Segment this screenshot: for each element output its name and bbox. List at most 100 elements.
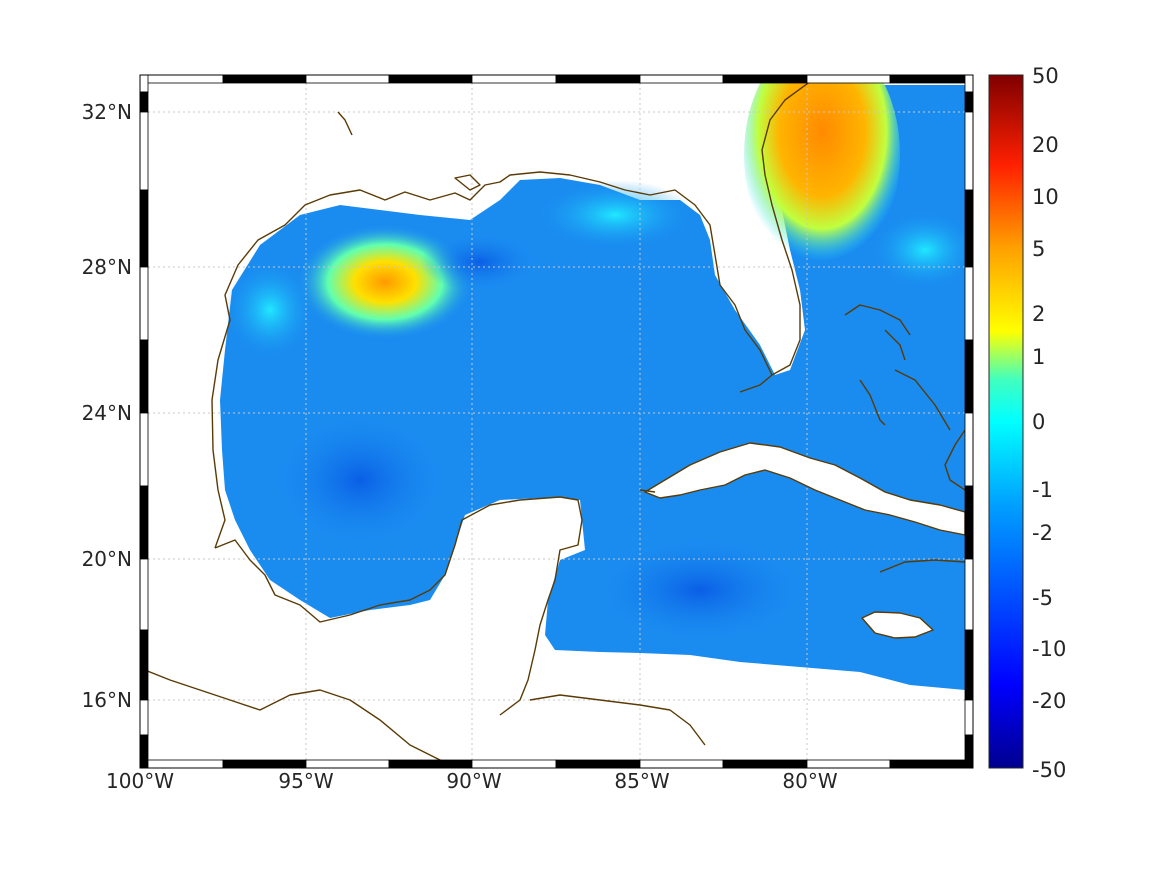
frame-segment: [305, 74, 390, 84]
frame-segment: [964, 558, 974, 631]
colorbar-label: 50: [1032, 64, 1059, 88]
colorbar-label: 5: [1032, 237, 1045, 261]
coastlines: [148, 83, 965, 760]
lon-tick-label: 95°W: [278, 769, 333, 793]
florida-east-coastline: [761, 83, 810, 376]
frame-segment: [806, 759, 891, 769]
frame-segment: [964, 485, 974, 560]
colorbar-label: -10: [1032, 637, 1066, 661]
colorbar-label: -2: [1032, 521, 1053, 545]
bahamas-coastline: [844, 304, 911, 336]
deep-blue-patch: [590, 535, 810, 645]
bahamas-coastline: [859, 379, 886, 426]
frame-segment: [139, 74, 224, 84]
lat-tick-label: 16°N: [82, 688, 132, 712]
frame-segment: [722, 74, 808, 84]
frame-segment: [305, 759, 390, 769]
frame-segment: [471, 759, 557, 769]
lon-tick-label: 85°W: [614, 769, 669, 793]
data-field: [148, 83, 965, 760]
small-islands: [454, 174, 481, 191]
colorbar-label: 10: [1032, 185, 1059, 209]
frame-segment: [639, 759, 724, 769]
colorbar-label: -5: [1032, 586, 1053, 610]
frame-segment: [139, 412, 149, 487]
atlantic-warm-area: [744, 83, 900, 273]
lon-tick-label: 90°W: [446, 769, 501, 793]
frame-segment: [964, 74, 974, 93]
colorbar: [988, 74, 1024, 769]
frame-segment: [139, 558, 149, 631]
lat-tick-labels: 32°N 28°N 24°N 20°N 16°N: [82, 100, 132, 712]
frame-segment: [889, 759, 974, 769]
gulf-coastline: [211, 171, 773, 549]
frame-segment: [964, 266, 974, 341]
small-islands: [639, 489, 656, 493]
honduras-coastline: [529, 694, 706, 746]
frame-segment: [139, 266, 149, 341]
frame-segment: [471, 74, 557, 84]
frame-segment: [139, 111, 149, 191]
bahamas-coastline: [884, 329, 906, 361]
lon-tick-labels: 100°W 95°W 90°W 85°W 80°W: [106, 769, 838, 793]
bahamas-coastline: [894, 369, 951, 431]
lat-tick-label: 28°N: [82, 255, 132, 279]
jamaica-island: [861, 611, 934, 639]
frame-segment: [388, 74, 473, 84]
frame-segment: [964, 699, 974, 736]
frame-segment: [139, 189, 149, 268]
colorbar-label: -20: [1032, 689, 1066, 713]
frame-segment: [139, 759, 224, 769]
colorbar-labels: 50 20 10 5 2 1 0 -1 -2 -5 -10 -20 -50: [1032, 64, 1066, 782]
frame-segment: [964, 339, 974, 414]
colorbar-label: 0: [1032, 410, 1045, 434]
frame-segment: [964, 91, 974, 113]
central-america-coastline: [148, 670, 443, 760]
frame-segment: [964, 412, 974, 487]
frame-segment: [139, 91, 149, 113]
frame-segment: [964, 189, 974, 268]
grid-lines: [148, 83, 965, 760]
frame-segment: [555, 74, 641, 84]
frame-segment: [722, 759, 808, 769]
mexico-coastline: [214, 496, 583, 716]
frame-segment: [222, 759, 307, 769]
frame-segment: [889, 74, 974, 84]
frame-segment: [964, 629, 974, 701]
hispaniola-coastline: [944, 429, 965, 491]
frame-segment: [139, 734, 149, 769]
cyan-patch: [535, 180, 695, 250]
frame-segment: [139, 485, 149, 560]
frame-segment: [139, 339, 149, 414]
colorbar-label: -50: [1032, 758, 1066, 782]
hispaniola-south-coastline: [879, 559, 965, 573]
lat-tick-label: 20°N: [82, 547, 132, 571]
cyan-patch: [870, 210, 965, 290]
lat-tick-label: 32°N: [82, 100, 132, 124]
frame-segment: [964, 111, 974, 191]
frame-segment: [388, 759, 473, 769]
cyan-patch: [225, 260, 315, 360]
frame-segment: [806, 74, 891, 84]
frame-outline: [139, 74, 974, 769]
colorbar-label: -1: [1032, 478, 1053, 502]
lon-tick-label: 80°W: [782, 769, 837, 793]
deep-blue-patch: [420, 232, 540, 292]
colorbar-label: 1: [1032, 345, 1045, 369]
lon-tick-label: 100°W: [106, 769, 174, 793]
frame-segment: [139, 629, 149, 701]
frame-segment: [639, 74, 724, 84]
cuba-island: [644, 442, 965, 536]
colorbar-label: 2: [1032, 302, 1045, 326]
small-islands: [337, 111, 353, 136]
map-frame: [139, 74, 974, 769]
colorbar-label: 20: [1032, 133, 1059, 157]
frame-segment: [139, 74, 149, 93]
frame-segment: [222, 74, 307, 84]
frame-segment: [555, 759, 641, 769]
frame-segment: [964, 734, 974, 769]
deep-blue-patch: [270, 410, 450, 550]
frame-segment: [139, 699, 149, 736]
lat-tick-label: 24°N: [82, 401, 132, 425]
